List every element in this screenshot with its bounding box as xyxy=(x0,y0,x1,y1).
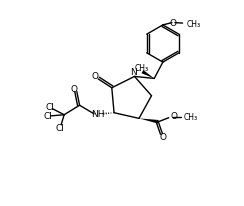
Text: O: O xyxy=(70,84,77,94)
Text: N: N xyxy=(131,68,137,77)
Text: Cl: Cl xyxy=(56,123,64,132)
Text: CH₃: CH₃ xyxy=(187,20,201,28)
Polygon shape xyxy=(142,71,154,79)
Text: NH: NH xyxy=(91,109,104,118)
Polygon shape xyxy=(139,119,159,124)
Text: CH₃: CH₃ xyxy=(134,64,149,73)
Text: Cl: Cl xyxy=(46,103,54,112)
Text: Cl: Cl xyxy=(43,112,52,121)
Text: O: O xyxy=(171,112,178,121)
Text: O: O xyxy=(170,19,177,28)
Text: O: O xyxy=(91,72,98,81)
Text: CH₃: CH₃ xyxy=(184,112,198,121)
Text: O: O xyxy=(159,133,166,142)
